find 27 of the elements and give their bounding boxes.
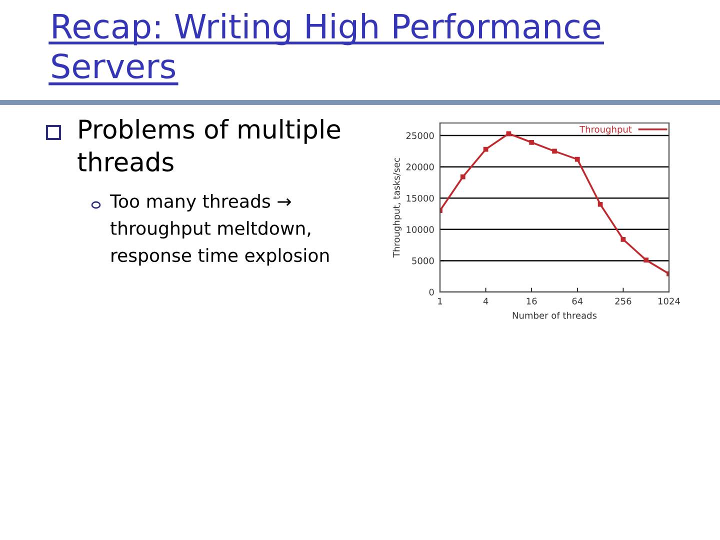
x-tick-label: 4 <box>483 298 488 304</box>
x-tick-label: 64 <box>572 298 583 305</box>
x-tick-label: 256 <box>615 298 632 305</box>
y-tick-label: 15000 <box>406 194 434 202</box>
x-tick-label: 1 <box>438 298 442 304</box>
text: Problems of multiple threads <box>78 119 340 172</box>
chart-title: Recap: Writing High Performance Servers <box>52 13 600 79</box>
point <box>644 258 649 263</box>
point <box>552 148 557 154</box>
x-tick-label: 16 <box>526 298 537 305</box>
y-tick-label: 0 <box>429 288 434 296</box>
y-tick-label: 10000 <box>406 226 434 233</box>
point <box>574 156 580 162</box>
y-tick-label: 20000 <box>406 164 434 170</box>
x-tick-label: 1024 <box>658 298 680 305</box>
point <box>529 140 534 145</box>
point <box>483 146 488 152</box>
point <box>598 202 603 207</box>
y-tick-label: 5000 <box>412 257 434 264</box>
point <box>460 174 466 180</box>
text: Too many threads → throughput meltdown, response time explosion <box>110 194 329 266</box>
point <box>506 131 512 136</box>
x-axis-title: Number of threads <box>512 312 597 319</box>
y-tick-label: 25000 <box>406 132 434 140</box>
point <box>620 236 626 242</box>
legend-label: Throughput <box>580 126 632 134</box>
y-axis-title: Throughput, tasks/sec <box>392 158 402 258</box>
